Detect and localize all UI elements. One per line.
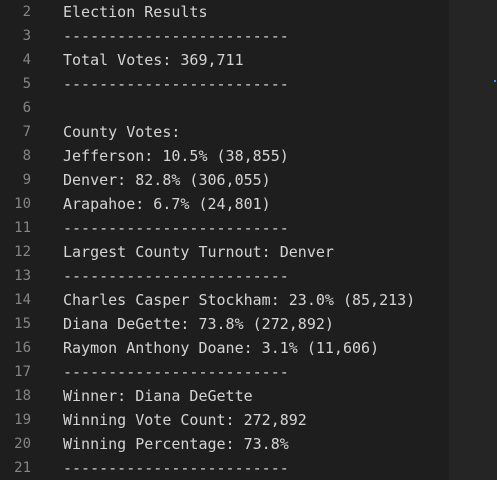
line-number: 19 xyxy=(14,412,31,428)
line-number: 18 xyxy=(14,388,31,404)
code-line[interactable]: 18 Winner: Diana DeGette xyxy=(0,384,449,408)
line-text: Largest County Turnout: Denver xyxy=(63,243,334,261)
line-text: ------------------------- xyxy=(63,75,289,93)
line-text: Winner: Diana DeGette xyxy=(63,387,253,405)
line-number: 9 xyxy=(22,172,31,188)
code-line[interactable]: 15 Diana DeGette: 73.8% (272,892) xyxy=(0,312,449,336)
line-number: 16 xyxy=(14,340,31,356)
line-text: County Votes: xyxy=(63,123,181,141)
code-area[interactable]: 2 Election Results 3 -------------------… xyxy=(0,0,449,480)
code-line[interactable]: 14 Charles Casper Stockham: 23.0% (85,21… xyxy=(0,288,449,312)
code-line[interactable]: 9 Denver: 82.8% (306,055) xyxy=(0,168,449,192)
line-text: ------------------------- xyxy=(63,459,289,477)
code-line[interactable]: 19 Winning Vote Count: 272,892 xyxy=(0,408,449,432)
code-line[interactable]: 12 Largest County Turnout: Denver xyxy=(0,240,449,264)
code-line[interactable]: 6 xyxy=(0,96,449,120)
side-panel[interactable] xyxy=(449,0,497,480)
code-line[interactable]: 17 ------------------------- xyxy=(0,360,449,384)
line-text: Jefferson: 10.5% (38,855) xyxy=(63,147,289,165)
line-number: 7 xyxy=(22,124,31,140)
line-text: Charles Casper Stockham: 23.0% (85,213) xyxy=(63,291,416,309)
line-number: 10 xyxy=(14,196,31,212)
line-text: Total Votes: 369,711 xyxy=(63,51,244,69)
code-line[interactable]: 7 County Votes: xyxy=(0,120,449,144)
line-number: 2 xyxy=(22,4,31,20)
line-number: 20 xyxy=(14,436,31,452)
code-line[interactable]: 2 Election Results xyxy=(0,0,449,24)
line-number: 15 xyxy=(14,316,31,332)
line-text: Arapahoe: 6.7% (24,801) xyxy=(63,195,271,213)
code-line[interactable]: 20 Winning Percentage: 73.8% xyxy=(0,432,449,456)
line-text: Election Results xyxy=(63,3,208,21)
code-line[interactable]: 10 Arapahoe: 6.7% (24,801) xyxy=(0,192,449,216)
line-number: 21 xyxy=(14,460,31,476)
line-text: Winning Percentage: 73.8% xyxy=(63,435,289,453)
line-number: 14 xyxy=(14,292,31,308)
code-line[interactable]: 11 ------------------------- xyxy=(0,216,449,240)
line-number: 6 xyxy=(22,100,31,116)
line-number: 5 xyxy=(22,76,31,92)
line-text: ------------------------- xyxy=(63,363,289,381)
code-line[interactable]: 16 Raymon Anthony Doane: 3.1% (11,606) xyxy=(0,336,449,360)
line-text: ------------------------- xyxy=(63,27,289,45)
line-number: 12 xyxy=(14,244,31,260)
line-text: Diana DeGette: 73.8% (272,892) xyxy=(63,315,334,333)
line-text: Raymon Anthony Doane: 3.1% (11,606) xyxy=(63,339,380,357)
code-line[interactable]: 3 ------------------------- xyxy=(0,24,449,48)
line-text: Winning Vote Count: 272,892 xyxy=(63,411,307,429)
line-text: ------------------------- xyxy=(63,219,289,237)
code-line[interactable]: 13 ------------------------- xyxy=(0,264,449,288)
code-line[interactable]: 21 ------------------------- xyxy=(0,456,449,480)
line-text: ------------------------- xyxy=(63,267,289,285)
code-line[interactable]: 8 Jefferson: 10.5% (38,855) xyxy=(0,144,449,168)
code-line[interactable]: 4 Total Votes: 369,711 xyxy=(0,48,449,72)
panel-marker xyxy=(494,80,496,82)
code-line[interactable]: 5 ------------------------- xyxy=(0,72,449,96)
line-number: 17 xyxy=(14,364,31,380)
line-text: Denver: 82.8% (306,055) xyxy=(63,171,271,189)
line-number: 3 xyxy=(22,28,31,44)
line-number: 4 xyxy=(22,52,31,68)
line-number: 13 xyxy=(14,268,31,284)
line-number: 11 xyxy=(14,220,31,236)
line-number: 8 xyxy=(22,148,31,164)
